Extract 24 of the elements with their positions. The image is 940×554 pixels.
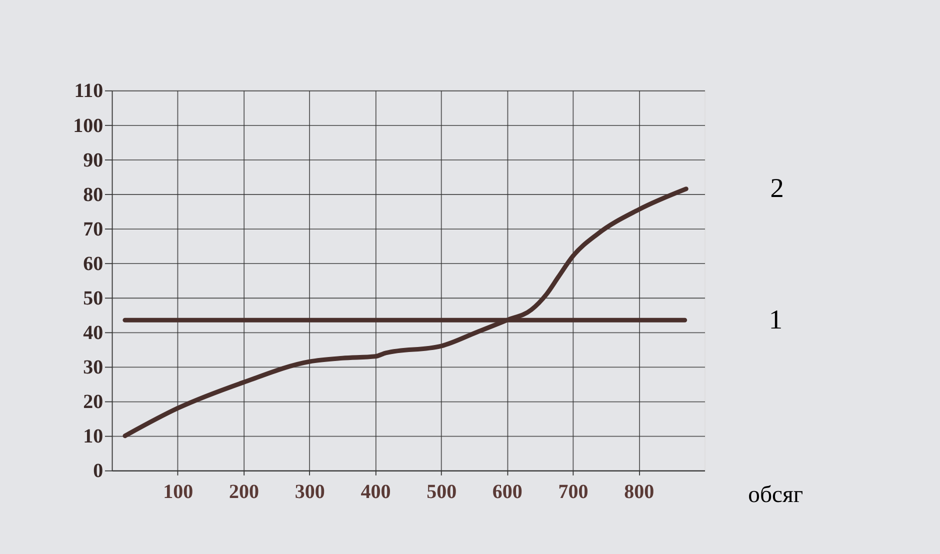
- text: 1: [768, 304, 783, 334]
- y-tick-label: 40: [83, 322, 104, 344]
- x-tick-label: 400: [360, 481, 391, 504]
- x-tick-label: 300: [294, 481, 325, 504]
- x-tick-label: 800: [624, 481, 654, 504]
- y-tick-label: 60: [83, 252, 104, 275]
- y-tick-label: 0: [93, 460, 104, 482]
- y-tick-label: 100: [73, 114, 104, 137]
- x-axis-title: обсяг: [748, 482, 804, 508]
- x-tick-label: 100: [163, 481, 194, 504]
- x-tick-label: 500: [426, 481, 457, 504]
- text: 2: [770, 173, 784, 204]
- y-tick-label: 80: [83, 184, 104, 206]
- y-tick-label: 90: [83, 149, 104, 172]
- y-tick-label: 30: [83, 356, 104, 379]
- y-tick-label: 10: [83, 426, 104, 448]
- y-tick-label: 110: [74, 80, 104, 102]
- line-series: [122, 186, 688, 438]
- y-tick-label: 20: [83, 391, 104, 414]
- x-tick-label: 600: [492, 481, 522, 504]
- x-tick-label: 200: [228, 481, 259, 504]
- x-tick-label: 700: [558, 481, 588, 504]
- y-tick-label: 50: [83, 288, 104, 310]
- y-tick-label: 70: [83, 218, 104, 240]
